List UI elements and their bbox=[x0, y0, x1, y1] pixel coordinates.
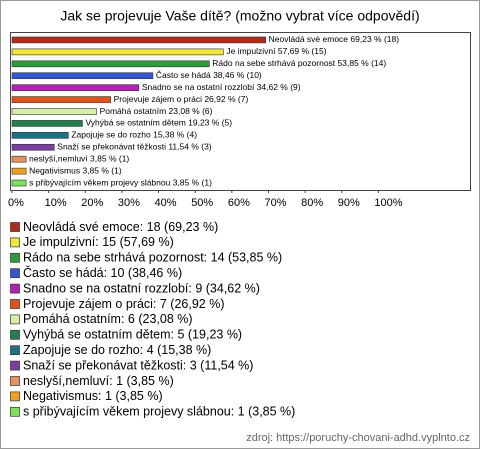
legend-swatch bbox=[10, 360, 20, 371]
bar bbox=[11, 179, 27, 187]
bar bbox=[11, 72, 154, 80]
bar-label: s přibývajícím věkem projevy slábnou 3,8… bbox=[29, 177, 212, 187]
bar bbox=[11, 60, 210, 68]
x-tick-label: 60% bbox=[228, 197, 250, 209]
bar-label: Zapojuje se do rozho 15,38 % (4) bbox=[71, 130, 197, 140]
bar bbox=[11, 132, 69, 139]
bar bbox=[11, 108, 97, 115]
legend-label: Snadno se na ostatní rozzlobí: 9 (34,62 … bbox=[23, 281, 260, 295]
x-tick-label: 0% bbox=[8, 197, 24, 209]
legend-label: Rádo na sebe strhává pozornost: 14 (53,8… bbox=[23, 251, 282, 265]
legend-label: Zapojuje se do rozho: 4 (15,38 %) bbox=[23, 343, 211, 357]
legend-label: Vyhýbá se ostatním dětem: 5 (19,23 %) bbox=[23, 328, 242, 342]
legend-label: neslyší,nemluví: 1 (3,85 %) bbox=[23, 374, 174, 388]
legend-swatch bbox=[10, 222, 20, 232]
x-tick-label: 40% bbox=[155, 197, 177, 209]
bar bbox=[11, 143, 55, 151]
bar-label: Negativismus 3,85 % (1) bbox=[29, 165, 122, 175]
x-tick-label: 100% bbox=[374, 197, 402, 209]
legend-swatch bbox=[10, 314, 20, 325]
legend-label: Často se hádá: 10 (38,46 %) bbox=[23, 265, 182, 280]
x-tick-label: 80% bbox=[301, 197, 323, 209]
bar-label: Projevuje zájem o práci 26,92 % (7) bbox=[114, 94, 249, 104]
x-tick-label: 10% bbox=[45, 197, 67, 209]
legend-swatch bbox=[10, 237, 20, 248]
legend-swatch bbox=[10, 329, 20, 340]
bar bbox=[11, 155, 27, 163]
bar bbox=[11, 36, 266, 44]
legend-label: Snaží se překonávat těžkosti: 3 (11,54 %… bbox=[23, 358, 253, 372]
legend-swatch bbox=[10, 376, 20, 386]
bar-label: Vyhýbá se ostatním dětem 19,23 % (5) bbox=[85, 118, 232, 128]
x-tick-label: 20% bbox=[81, 197, 103, 209]
legend-label: s přibývajícím věkem projevy slábnou: 1 … bbox=[23, 405, 295, 419]
bar bbox=[11, 48, 224, 56]
bar bbox=[11, 167, 27, 175]
legend-label: Projevuje zájem o práci: 7 (26,92 %) bbox=[23, 297, 224, 311]
legend-label: Je impulzivní: 15 (57,69 %) bbox=[23, 235, 174, 249]
source: zdroj: https://poruchy-chovani-adhd.vypl… bbox=[246, 432, 470, 444]
x-tick-label: 30% bbox=[118, 197, 140, 209]
bar bbox=[11, 96, 111, 103]
x-tick-label: 70% bbox=[264, 197, 286, 209]
legend-swatch bbox=[10, 391, 20, 402]
bar bbox=[11, 120, 83, 127]
legend-swatch bbox=[10, 268, 20, 279]
x-tick-label: 50% bbox=[191, 197, 213, 209]
bar-label: Rádo na sebe strhává pozornost 53,85 % (… bbox=[212, 58, 386, 68]
bar-label: Je impulzivní 57,69 % (15) bbox=[226, 46, 326, 56]
legend-swatch bbox=[10, 283, 20, 294]
legend-label: Negativismus: 1 (3,85 %) bbox=[23, 389, 163, 403]
bar-label: Neovládá své emoce 69,23 % (18) bbox=[269, 34, 400, 44]
bar bbox=[11, 84, 140, 91]
legend-swatch bbox=[10, 345, 20, 356]
bar-label: neslyší,nemluví 3,85 % (1) bbox=[29, 153, 129, 163]
legend-label: Neovládá své emoce: 18 (69,23 %) bbox=[23, 220, 218, 234]
x-tick-label: 90% bbox=[338, 197, 360, 209]
chart-title: Jak se projevuje Vaše dítě? (možno vybra… bbox=[60, 8, 419, 24]
legend-swatch bbox=[10, 252, 20, 263]
bar-label: Pomáhá ostatním 23,08 % (6) bbox=[100, 106, 213, 116]
bar-label: Často se hádá 38,46 % (10) bbox=[156, 70, 262, 80]
legend-swatch bbox=[10, 299, 20, 309]
bar-label: Snaží se překonávat těžkosti 11,54 % (3) bbox=[57, 142, 212, 152]
legend-swatch bbox=[10, 406, 20, 417]
bar-label: Snadno se na ostatní rozzlobí 34,62 % (9… bbox=[142, 82, 301, 92]
legend-label: Pomáhá ostatním: 6 (23,08 %) bbox=[23, 312, 193, 326]
